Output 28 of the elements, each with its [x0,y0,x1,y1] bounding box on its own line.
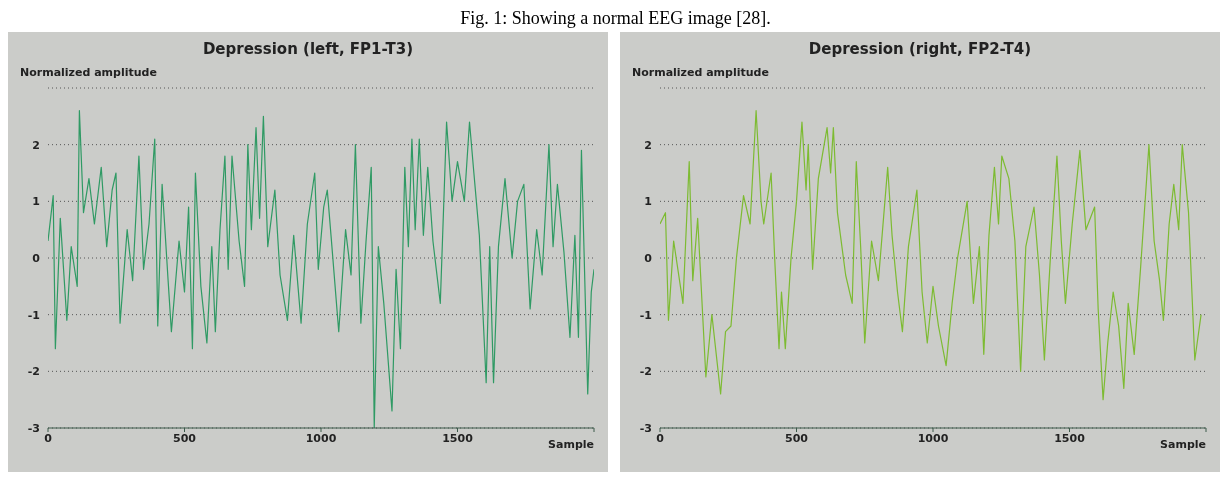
y-tick-label: 2 [644,138,652,152]
x-tick-label: 500 [173,431,197,445]
y-axis-title: Normalized amplitude [20,66,157,79]
y-tick-label: -1 [27,308,40,322]
x-tick-label: 1500 [1054,431,1086,445]
y-tick-label: -2 [27,365,40,379]
y-tick-label: 2 [32,138,40,152]
x-tick-label: 1500 [442,431,474,445]
y-axis-title: Normalized amplitude [632,66,769,79]
line-series [660,110,1202,401]
y-tick-label: 0 [644,251,653,265]
x-tick-label: 500 [785,431,809,445]
y-tick-label: -3 [639,421,652,435]
x-tick-label: 0 [44,431,53,445]
y-tick-label: 1 [644,195,652,209]
y-tick-label: -1 [639,308,652,322]
caption: Fig. 1: Showing a normal EEG image [28]. [459,8,772,30]
chart-title: Depression (right, FP2-T4) [807,40,1033,58]
x-tick-label: 1000 [917,431,949,445]
y-tick-label: -3 [27,421,40,435]
x-axis-title: Sample [1160,438,1206,451]
y-tick-label: -2 [639,365,652,379]
x-tick-label: 0 [656,431,665,445]
x-tick-label: 1000 [305,431,337,445]
y-tick-label: 0 [32,251,41,265]
chart-title: Depression (left, FP1-T3) [201,40,415,58]
x-axis-title: Sample [548,438,594,451]
y-tick-label: 1 [32,195,40,209]
